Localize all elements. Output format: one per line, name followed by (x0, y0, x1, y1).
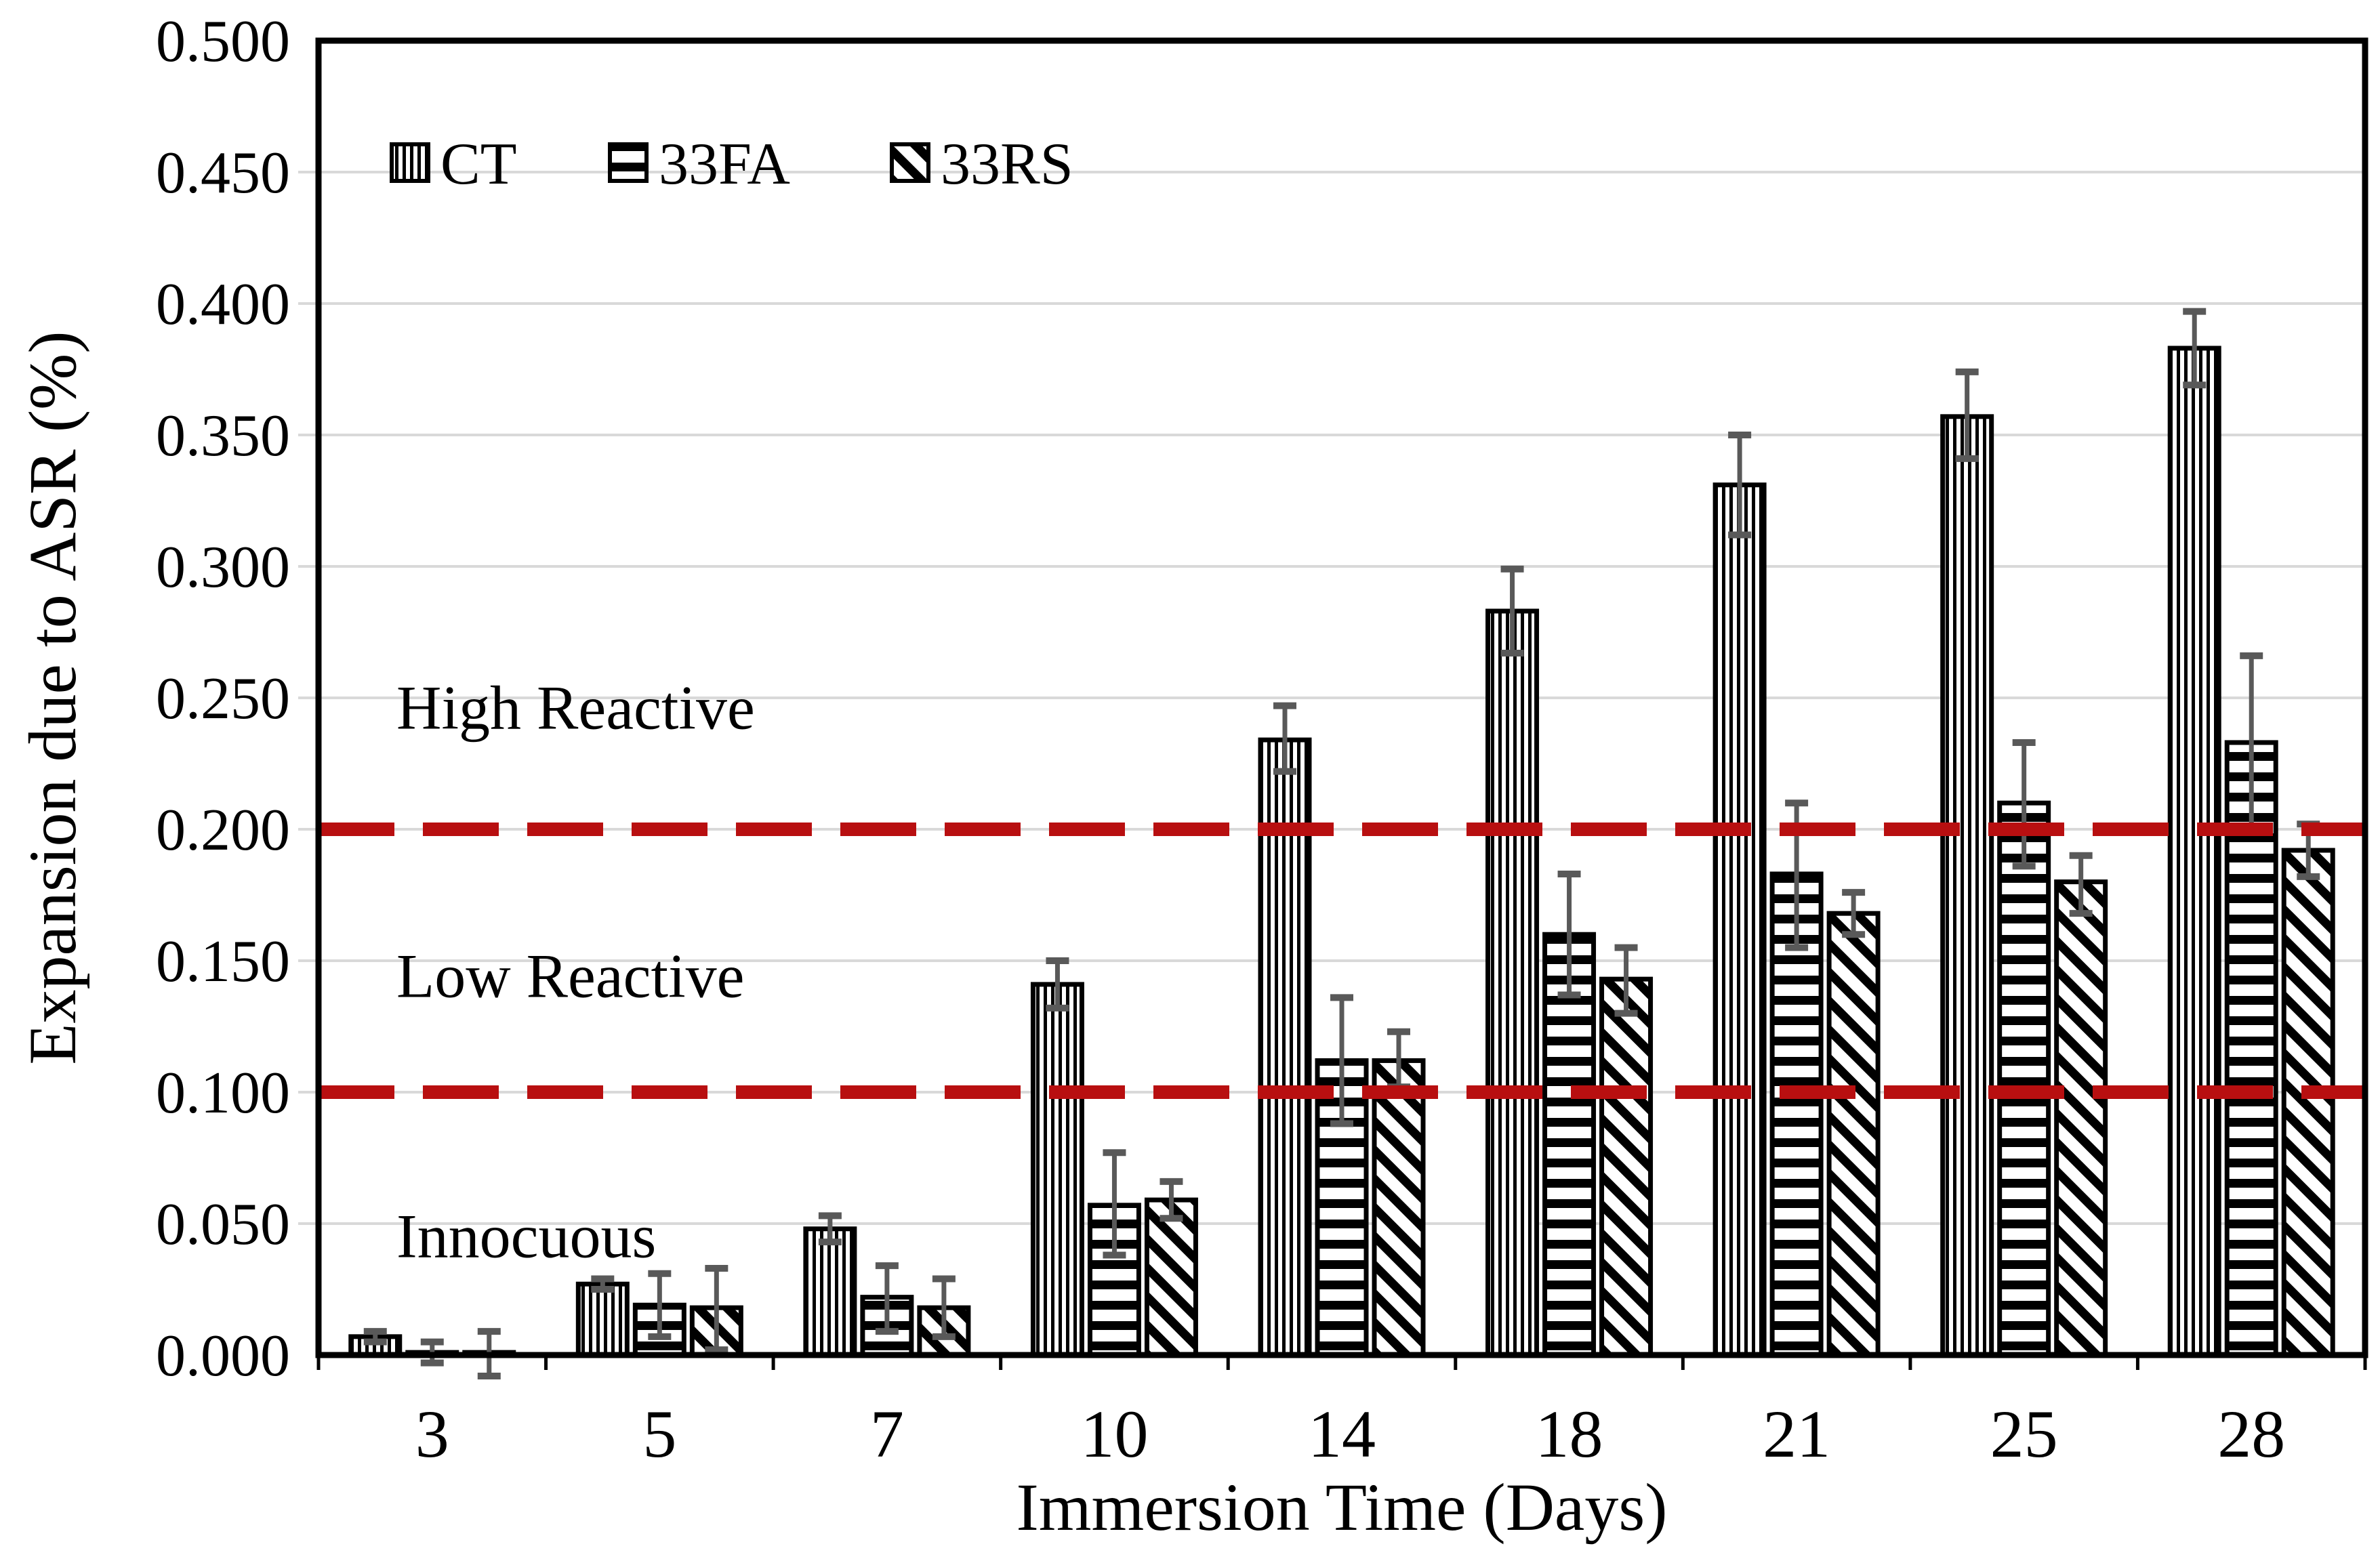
bar-33RS-25 (2054, 879, 2108, 1358)
y-tick-label: 0.450 (156, 140, 290, 206)
bar-33RS-21 (1826, 911, 1881, 1358)
y-tick-label: 0.350 (156, 403, 290, 469)
error-bar-CT-3 (363, 1328, 387, 1346)
bar-CT-18 (1485, 608, 1540, 1358)
bar-CT-10 (1030, 982, 1084, 1358)
legend-label-33FA: 33FA (659, 131, 790, 197)
y-tick-label: 0.250 (156, 666, 290, 732)
error-bar-33FA-14 (1330, 994, 1353, 1127)
x-tick-label: 7 (870, 1396, 904, 1472)
error-bar-33RS-25 (2069, 852, 2093, 917)
error-bar-CT-7 (818, 1212, 842, 1246)
y-tick-label: 0.200 (156, 797, 290, 863)
error-bar-33RS-5 (705, 1264, 729, 1354)
plot-border (315, 37, 2368, 1358)
error-bar-33FA-18 (1557, 870, 1581, 999)
legend-swatch-33RS (890, 142, 930, 183)
bar-CT-5 (575, 1281, 630, 1358)
error-bar-CT-5 (591, 1275, 615, 1293)
y-tick-label: 0.150 (156, 929, 290, 995)
y-tick-label: 0.400 (156, 272, 290, 337)
error-bar-CT-10 (1046, 957, 1069, 1012)
x-axis-title: Immersion Time (Days) (1016, 1470, 1668, 1545)
legend-swatch-33FA (608, 142, 649, 183)
x-tick-label: 10 (1080, 1396, 1148, 1472)
bar-CT-28 (2167, 346, 2221, 1358)
error-bar-33RS-7 (932, 1275, 956, 1340)
error-bar-33FA-5 (648, 1270, 672, 1340)
error-bar-CT-25 (1955, 368, 1979, 462)
bar-33RS-10 (1144, 1197, 1198, 1358)
error-bar-CT-14 (1273, 702, 1296, 775)
bar-33RS-28 (2281, 848, 2335, 1358)
bar-CT-25 (1940, 414, 1994, 1358)
bar-33RS-14 (1372, 1058, 1426, 1358)
error-bar-33FA-7 (875, 1262, 899, 1335)
error-bar-33RS-10 (1160, 1178, 1183, 1222)
x-tick-label: 25 (1990, 1396, 2058, 1472)
error-bar-33FA-10 (1103, 1149, 1126, 1259)
x-tick-label: 14 (1308, 1396, 1376, 1472)
legend-label-33RS: 33RS (941, 131, 1073, 197)
legend-label-CT: CT (440, 131, 516, 197)
bar-CT-21 (1712, 482, 1767, 1358)
x-tick-label: 5 (642, 1396, 676, 1472)
y-tick-label: 0.500 (156, 9, 290, 75)
error-bar-33RS-18 (1614, 944, 1638, 1017)
error-bar-33RS-21 (1842, 889, 1866, 938)
region-label-high-reactive: High Reactive (396, 673, 755, 743)
legend-swatch-CT (390, 142, 430, 183)
y-tick-label: 0.300 (156, 535, 290, 600)
bar-CT-7 (803, 1226, 857, 1358)
region-label-low-reactive: Low Reactive (396, 941, 744, 1010)
error-bar-33FA-25 (2012, 738, 2036, 870)
x-tick-label: 21 (1763, 1396, 1830, 1472)
x-tick-label: 18 (1536, 1396, 1603, 1472)
bar-33RS-18 (1599, 976, 1654, 1358)
y-axis-title: Expansion due to ASR (%) (15, 331, 90, 1065)
x-tick-label: 3 (415, 1396, 449, 1472)
error-bar-CT-28 (2183, 308, 2207, 389)
y-tick-label: 0.050 (156, 1192, 290, 1257)
x-tick-label: 28 (2217, 1396, 2285, 1472)
region-label-innocuous: Innocuous (396, 1202, 656, 1271)
y-tick-label: 0.100 (156, 1060, 290, 1126)
bar-33FA-25 (1997, 800, 2051, 1358)
y-tick-label: 0.000 (156, 1323, 290, 1389)
error-bar-CT-18 (1500, 565, 1524, 657)
error-bar-CT-21 (1728, 432, 1752, 539)
